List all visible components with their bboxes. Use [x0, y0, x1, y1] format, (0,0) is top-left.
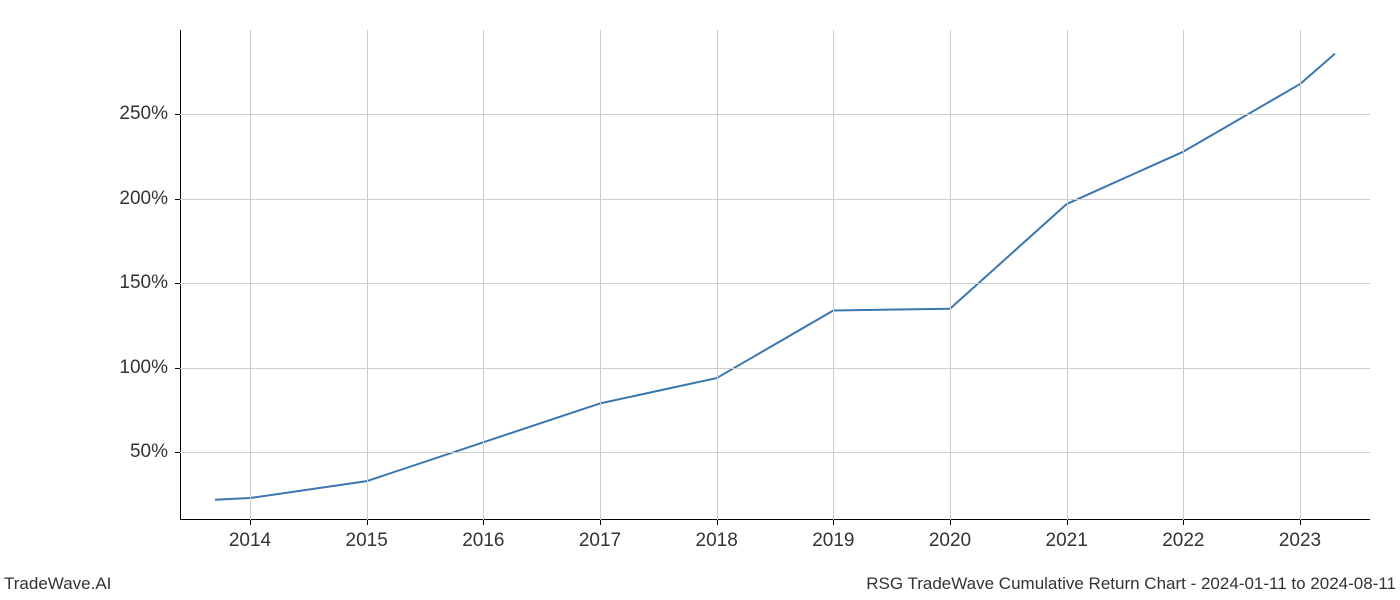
x-tick-mark: [717, 520, 718, 525]
y-tick-label: 100%: [119, 357, 168, 379]
line-series-svg: [180, 30, 1370, 520]
y-tick-label: 200%: [119, 188, 168, 210]
x-tick-label: 2018: [696, 530, 738, 552]
grid-line-vertical: [833, 30, 834, 520]
x-tick-mark: [1183, 520, 1184, 525]
x-axis-spine: [180, 519, 1370, 520]
grid-line-vertical: [717, 30, 718, 520]
return-line-series: [215, 54, 1335, 500]
grid-line-vertical: [367, 30, 368, 520]
grid-line-vertical: [250, 30, 251, 520]
grid-line-horizontal: [180, 368, 1370, 369]
x-tick-mark: [483, 520, 484, 525]
footer-brand: TradeWave.AI: [4, 574, 111, 594]
plot-area: 2014201520162017201820192020202120222023…: [180, 30, 1370, 520]
grid-line-horizontal: [180, 283, 1370, 284]
grid-line-vertical: [483, 30, 484, 520]
grid-line-vertical: [600, 30, 601, 520]
x-tick-label: 2023: [1279, 530, 1321, 552]
x-tick-mark: [1067, 520, 1068, 525]
grid-line-horizontal: [180, 452, 1370, 453]
grid-line-vertical: [1067, 30, 1068, 520]
x-tick-label: 2022: [1162, 530, 1204, 552]
y-tick-label: 150%: [119, 272, 168, 294]
y-tick-mark: [175, 368, 180, 369]
x-tick-mark: [833, 520, 834, 525]
y-tick-mark: [175, 452, 180, 453]
y-tick-label: 250%: [119, 103, 168, 125]
y-axis-spine: [180, 30, 181, 520]
x-tick-mark: [600, 520, 601, 525]
chart-container: 2014 2015 2016 2017 2018 2019 2020 2021 2022 2023…: [0, 0, 1400, 600]
x-tick-label: 2015: [346, 530, 388, 552]
x-tick-label: 2017: [579, 530, 621, 552]
grid-line-horizontal: [180, 199, 1370, 200]
grid-line-horizontal: [180, 114, 1370, 115]
x-tick-mark: [367, 520, 368, 525]
grid-line-vertical: [1183, 30, 1184, 520]
y-tick-mark: [175, 114, 180, 115]
x-tick-mark: [1300, 520, 1301, 525]
x-tick-label: 2019: [812, 530, 854, 552]
footer-caption: RSG TradeWave Cumulative Return Chart - …: [866, 574, 1396, 594]
y-tick-mark: [175, 199, 180, 200]
y-tick-label: 50%: [130, 441, 168, 463]
x-tick-label: 2016: [462, 530, 504, 552]
x-tick-label: 2020: [929, 530, 971, 552]
y-tick-mark: [175, 283, 180, 284]
grid-line-vertical: [950, 30, 951, 520]
x-tick-mark: [250, 520, 251, 525]
x-tick-label: 2014: [229, 530, 271, 552]
grid-line-vertical: [1300, 30, 1301, 520]
x-tick-mark: [950, 520, 951, 525]
x-tick-label: 2021: [1046, 530, 1088, 552]
